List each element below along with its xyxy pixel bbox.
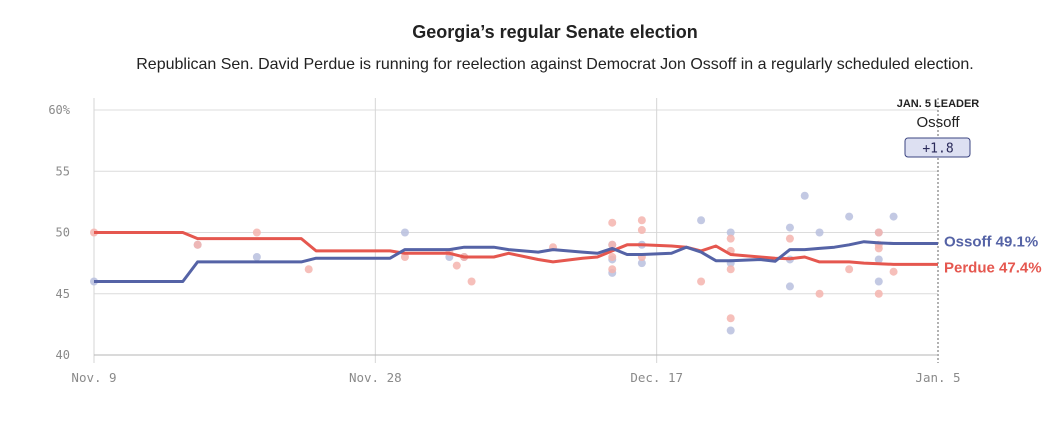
perdue-poll-dot	[400, 253, 409, 261]
perdue-poll-dot	[845, 265, 854, 274]
perdue-poll-dot	[874, 244, 883, 253]
perdue-poll-dot	[637, 216, 646, 225]
perdue-poll-dot	[726, 234, 735, 243]
y-tick-label: 40	[56, 348, 70, 362]
ossoff-poll-dot	[726, 326, 735, 335]
ossoff-poll-dot	[726, 228, 735, 237]
perdue-poll-dot	[608, 240, 617, 249]
leader-margin: +1.8	[922, 142, 953, 157]
leader-margin-badge	[904, 137, 971, 158]
perdue-poll-dot	[608, 265, 617, 274]
perdue-poll-dot	[726, 265, 735, 274]
perdue-poll-dot	[874, 228, 883, 237]
ossoff-trend-line	[94, 240, 938, 283]
ossoff-poll-dot	[800, 191, 809, 200]
ossoff-poll-dot	[637, 259, 646, 268]
ossoff-poll-dot	[697, 216, 706, 225]
ossoff-poll-dot	[874, 277, 883, 286]
perdue-poll-dot	[608, 218, 617, 227]
y-tick-label: 60%	[48, 103, 70, 117]
x-tick-label: Nov. 9	[71, 370, 116, 385]
perdue-poll-dot	[637, 226, 646, 235]
poll-dots	[90, 191, 898, 335]
perdue-poll-dot	[608, 253, 617, 261]
end-labels: Ossoff 49.1% Perdue 47.4%	[944, 234, 1042, 277]
ossoff-poll-dot	[785, 223, 794, 232]
perdue-poll-dot	[193, 240, 202, 249]
perdue-poll-dot	[467, 277, 476, 286]
perdue-poll-dot	[815, 289, 824, 298]
axes: 40 45 50 55 60% Nov. 9 Nov. 28 Dec. 17 Jan. 5	[48, 103, 960, 385]
perdue-end-label: Perdue 47.4%	[944, 259, 1042, 276]
perdue-poll-dot	[726, 314, 735, 323]
ossoff-poll-dot	[815, 228, 824, 237]
perdue-poll-dot	[889, 267, 898, 276]
leader-heading: JAN. 5 LEADER	[897, 98, 980, 110]
ossoff-end-label: Ossoff 49.1%	[944, 234, 1038, 251]
chart-title: Georgia’s regular Senate election	[412, 22, 698, 42]
x-tick-label: Dec. 17	[630, 370, 683, 385]
ossoff-poll-dot	[785, 282, 794, 291]
chart-subtitle: Republican Sen. David Perdue is running …	[136, 56, 974, 73]
ossoff-poll-dot	[874, 255, 883, 264]
y-tick-label: 55	[56, 164, 70, 178]
grid	[93, 98, 939, 363]
y-tick-label: 50	[56, 226, 70, 240]
ossoff-poll-dot	[252, 253, 261, 261]
trend-lines	[94, 231, 938, 283]
x-tick-label: Nov. 28	[349, 370, 402, 385]
leader-annotation: JAN. 5 LEADER Ossoff +1.8	[897, 98, 980, 158]
perdue-poll-dot	[697, 277, 706, 286]
perdue-poll-dot	[304, 265, 313, 274]
ossoff-poll-dot	[400, 228, 409, 237]
ossoff-poll-dot	[845, 212, 854, 221]
perdue-poll-dot	[252, 228, 261, 237]
ossoff-poll-dot	[889, 212, 898, 221]
perdue-trend-line	[94, 231, 938, 266]
perdue-poll-dot	[785, 234, 794, 243]
perdue-poll-dot	[874, 289, 883, 298]
x-tick-label: Jan. 5	[915, 370, 960, 385]
leader-name: Ossoff	[916, 114, 960, 131]
perdue-poll-dot	[452, 261, 461, 270]
y-tick-label: 45	[56, 287, 70, 301]
